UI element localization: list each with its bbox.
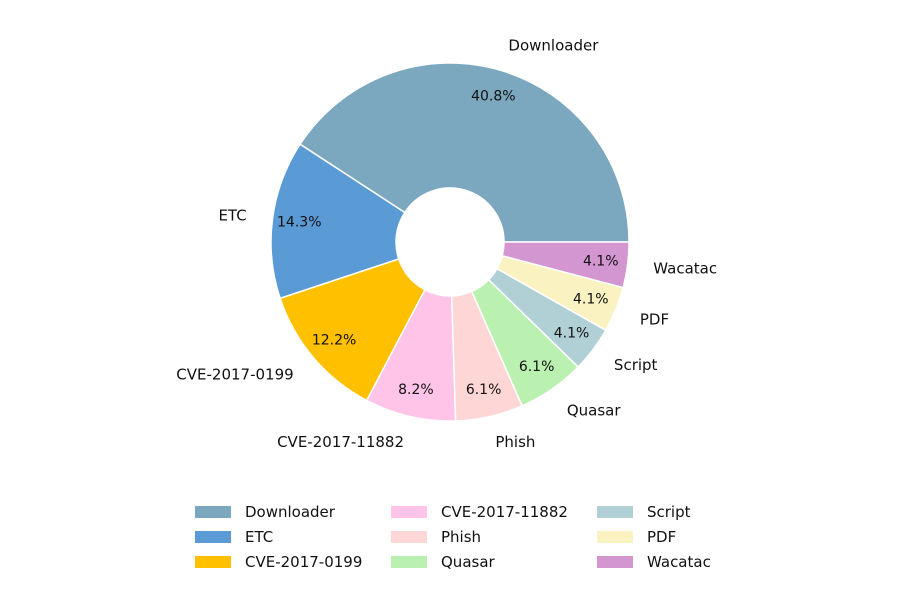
legend-label: Wacatac: [647, 552, 711, 571]
slice-category-label: CVE-2017-0199: [176, 366, 293, 384]
legend-item-cve-2017-0199: CVE-2017-0199: [192, 549, 388, 574]
legend-swatch: [195, 555, 231, 568]
legend-item-pdf: PDF: [594, 524, 744, 549]
slice-cve-2017-0199: [279, 258, 426, 402]
slice-category-label: Downloader: [508, 37, 599, 55]
slice-percent-label: 6.1%: [519, 359, 555, 375]
legend-label: Quasar: [441, 552, 495, 571]
slice-category-label: Script: [614, 356, 658, 374]
legend-swatch: [597, 530, 633, 543]
legend-item-phish: Phish: [388, 524, 594, 549]
legend-item-etc: ETC: [192, 524, 388, 549]
legend-swatch: [597, 505, 633, 518]
legend-item-script: Script: [594, 499, 744, 524]
slice-category-label: ETC: [218, 207, 246, 225]
legend-swatch: [391, 555, 427, 568]
slice-percent-label: 12.2%: [312, 332, 356, 348]
slice-category-label: Phish: [495, 433, 535, 451]
slice-category-label: Wacatac: [653, 259, 717, 277]
slice-category-label: Quasar: [567, 401, 622, 419]
pie-labels: 40.8% Downloader 14.3% ETC 12.2% CVE-2017-019…: [176, 37, 717, 451]
slice-category-label: PDF: [640, 310, 669, 328]
slice-percent-label: 4.1%: [554, 325, 590, 341]
slice-percent-label: 6.1%: [466, 382, 502, 398]
legend-label: Downloader: [245, 502, 335, 521]
legend-label: ETC: [245, 527, 274, 546]
slice-etc: [270, 143, 406, 300]
slice-wacatac: [501, 241, 630, 289]
legend-swatch: [391, 530, 427, 543]
legend-label: CVE-2017-11882: [441, 502, 568, 521]
slice-percent-label: 14.3%: [277, 214, 321, 230]
legend: Downloader ETC CVE-2017-0199 CVE-2017-11882…: [192, 499, 752, 574]
slice-percent-label: 8.2%: [398, 382, 434, 398]
legend-swatch: [195, 530, 231, 543]
slice-percent-label: 4.1%: [573, 291, 609, 307]
legend-label: PDF: [647, 527, 677, 546]
slice-percent-label: 40.8%: [471, 88, 515, 104]
slice-category-label: CVE-2017-11882: [277, 433, 404, 451]
legend-swatch: [195, 505, 231, 518]
legend-swatch: [391, 505, 427, 518]
pie-slices: [270, 62, 630, 422]
legend-label: Script: [647, 502, 691, 521]
legend-item-downloader: Downloader: [192, 499, 388, 524]
slice-percent-label: 4.1%: [583, 254, 619, 270]
legend-swatch: [597, 555, 633, 568]
legend-item-wacatac: Wacatac: [594, 549, 744, 574]
legend-label: CVE-2017-0199: [245, 552, 363, 571]
legend-item-cve-2017-11882: CVE-2017-11882: [388, 499, 594, 524]
legend-label: Phish: [441, 527, 482, 546]
legend-item-quasar: Quasar: [388, 549, 594, 574]
